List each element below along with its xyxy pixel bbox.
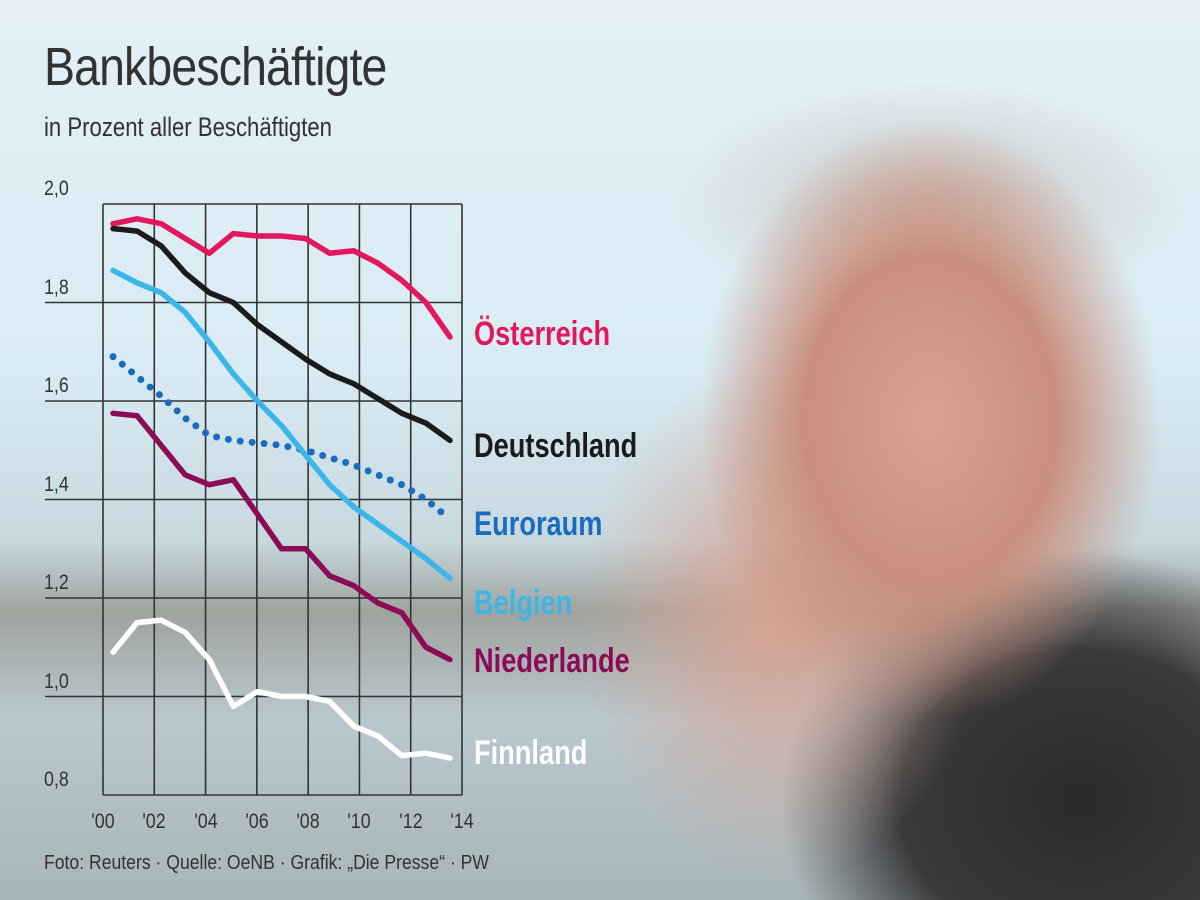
y-tick-label: 1,2 — [44, 571, 69, 594]
series-line-belgien — [110, 267, 453, 582]
x-tick-label: '10 — [347, 810, 372, 833]
series-label-deutschland: Deutschland — [474, 427, 638, 465]
y-tick-label: 0,8 — [44, 768, 69, 791]
x-tick-label: '00 — [91, 810, 115, 833]
chart-title: Bankbeschäftigte — [44, 37, 387, 97]
series-line-deutschland — [110, 225, 453, 444]
y-tick-label: 1,4 — [44, 472, 69, 496]
y-tick-label: 1,8 — [44, 275, 69, 299]
series-label-belgien: Belgien — [474, 584, 573, 622]
x-tick-label: '02 — [142, 810, 166, 833]
x-tick-label: '06 — [245, 810, 269, 833]
chart-subtitle: in Prozent aller Beschäftigten — [44, 112, 332, 142]
series-line-sterreich — [110, 216, 453, 340]
x-tick-label: '14 — [450, 810, 474, 833]
series-line-finnland — [110, 617, 453, 761]
x-tick-label: '12 — [399, 810, 423, 833]
x-tick-label: '08 — [296, 810, 320, 833]
series-label-sterreich: Österreich — [474, 315, 611, 353]
y-tick-label: 1,6 — [44, 374, 69, 397]
y-tick-label: 1,0 — [44, 669, 69, 693]
series-label-euroraum: Euroraum — [474, 505, 603, 543]
x-tick-label: '04 — [193, 810, 218, 833]
series-line-euroraum — [109, 353, 454, 523]
source-credit: Foto: Reuters · Quelle: OeNB · Grafik: „… — [44, 852, 490, 874]
y-tick-label: 2,0 — [44, 177, 69, 200]
series-label-niederlande: Niederlande — [474, 642, 630, 680]
series-label-finnland: Finnland — [474, 734, 588, 772]
